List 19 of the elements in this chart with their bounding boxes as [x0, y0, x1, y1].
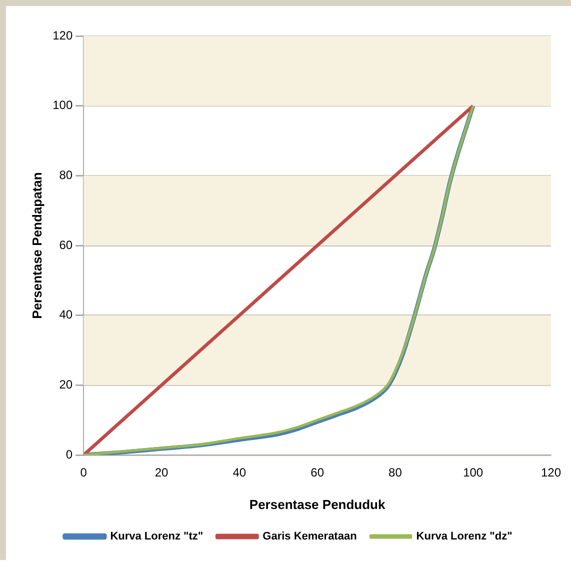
legend-label: Kurva Lorenz "tz"	[110, 530, 204, 543]
x-tick-label: 20	[154, 466, 169, 480]
y-tick-label: 40	[59, 308, 73, 322]
y-tick-label: 100	[52, 98, 73, 112]
legend-label: Kurva Lorenz "dz"	[416, 530, 512, 543]
y-tick-label: 60	[59, 238, 73, 252]
y-tick-label: 20	[59, 377, 73, 392]
y-tick-label: 0	[66, 447, 73, 462]
x-tick-label: 40	[232, 466, 246, 480]
x-tick-label: 80	[388, 466, 402, 480]
x-axis-title: Persentase Penduduk	[249, 496, 386, 512]
x-tick-label: 100	[463, 466, 484, 480]
x-tick-label: 120	[540, 466, 562, 480]
y-tick-label: 120	[52, 28, 73, 42]
y-axis-title: Persentase Pendapatan	[29, 172, 44, 319]
y-tick-label: 80	[59, 168, 73, 182]
x-tick-label: 60	[310, 466, 324, 480]
x-tick-label: 0	[80, 466, 88, 480]
legend-label: Garis Kemerataan	[262, 530, 358, 543]
